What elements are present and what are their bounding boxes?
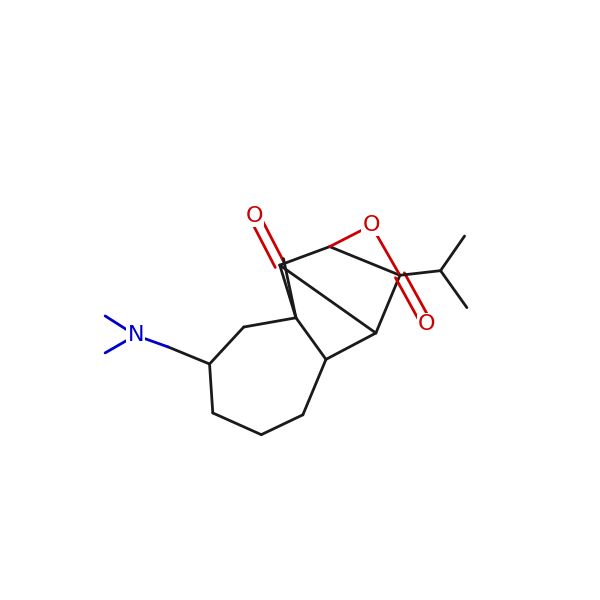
Text: O: O	[418, 314, 436, 334]
Text: O: O	[245, 206, 263, 226]
Text: N: N	[127, 325, 144, 346]
Text: O: O	[362, 215, 380, 235]
